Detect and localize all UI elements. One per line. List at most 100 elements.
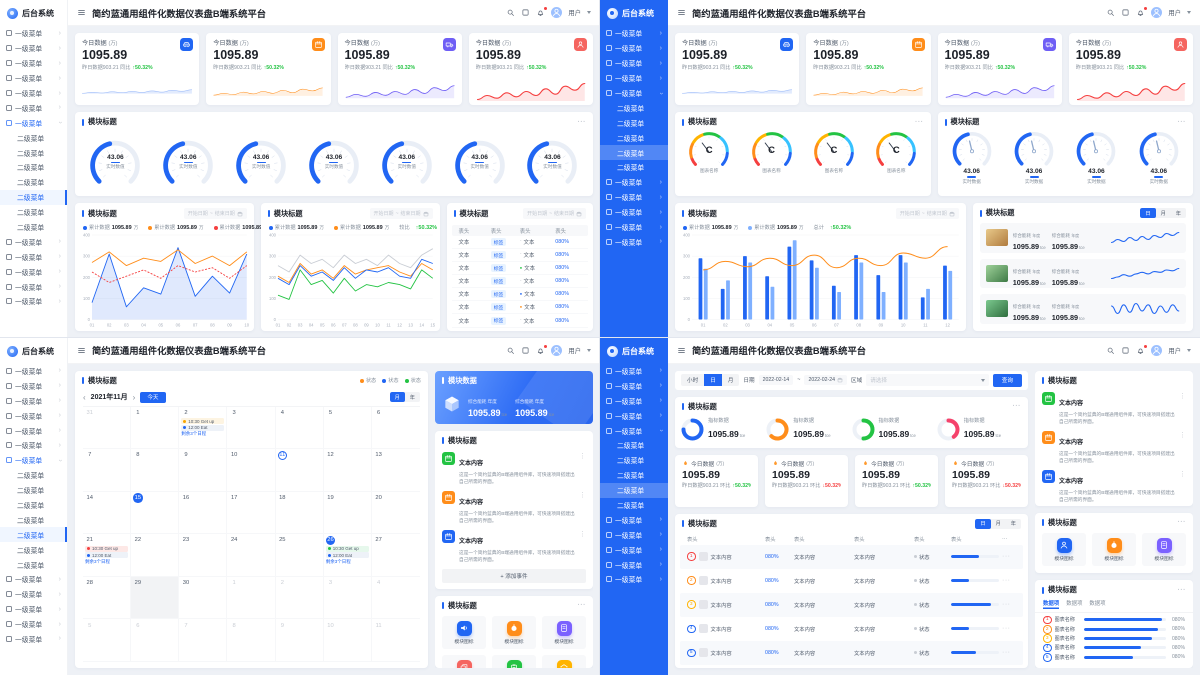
- sidebar-item[interactable]: 一级菜单: [600, 190, 668, 205]
- tab[interactable]: 日: [975, 518, 991, 529]
- energy-row[interactable]: 综合能耗 年度 1095.89tce 综合能耗 年度 1095.89tce: [979, 294, 1186, 324]
- calendar-day-cell[interactable]: 4: [371, 577, 420, 620]
- fullscreen-icon[interactable]: [521, 346, 530, 355]
- sidebar-item[interactable]: 一级菜单: [600, 527, 668, 542]
- date-range-input[interactable]: 开始日期 ~ 结束日期: [523, 208, 587, 219]
- sidebar-item[interactable]: 一级菜单: [0, 617, 67, 632]
- sidebar-item[interactable]: 二级菜单: [600, 482, 668, 498]
- menu-toggle-icon[interactable]: [77, 346, 86, 355]
- sidebar-item[interactable]: 一级菜单: [600, 378, 668, 393]
- sidebar-item[interactable]: 一级菜单: [600, 364, 668, 379]
- prev-month-button[interactable]: ‹: [83, 392, 86, 402]
- calendar-day-cell[interactable]: 16: [179, 491, 228, 535]
- user-avatar[interactable]: [551, 344, 563, 356]
- more-events-link[interactable]: 剩余3个日程: [325, 558, 351, 564]
- more-icon[interactable]: ···: [577, 602, 586, 610]
- end-date-input[interactable]: 2022-02-24: [804, 375, 847, 385]
- module-icon-tile[interactable]: 模块图标: [492, 615, 536, 650]
- sidebar-item[interactable]: 二级菜单: [17, 135, 45, 143]
- sidebar-item[interactable]: 一级菜单: [0, 364, 67, 379]
- more-icon[interactable]: ···: [1012, 403, 1021, 410]
- search-icon[interactable]: [506, 346, 515, 355]
- calendar-event[interactable]: 12:00 Eat: [325, 552, 369, 559]
- sidebar-item[interactable]: 二级菜单: [17, 473, 45, 481]
- sidebar-item[interactable]: 二级菜单: [0, 527, 67, 543]
- fullscreen-icon[interactable]: [521, 8, 530, 17]
- row-actions-icon[interactable]: ···: [1002, 649, 1011, 657]
- event-list-item[interactable]: 文本内容 这是一个简约蓝典的B端通用组件库，可快速项目搭建出自己所需的界面。 ⋮: [435, 449, 593, 488]
- sidebar-item[interactable]: 二级菜单: [617, 120, 645, 128]
- user-avatar[interactable]: [1151, 344, 1163, 356]
- next-month-button[interactable]: ›: [132, 392, 136, 402]
- event-list-item[interactable]: 文本内容 这是一个简约蓝典的B端通用组件库，可快速项目搭建出自己所需的界面。 ⋮: [435, 488, 593, 527]
- calendar-day-cell[interactable]: 25: [275, 534, 324, 577]
- sidebar-item[interactable]: 二级菜单: [17, 165, 45, 173]
- sidebar-item[interactable]: 一级菜单: [0, 572, 67, 587]
- sidebar-item[interactable]: 二级菜单: [17, 180, 45, 188]
- tab[interactable]: 日: [1140, 208, 1156, 218]
- row-actions-icon[interactable]: ···: [1002, 625, 1011, 633]
- calendar-day-cell[interactable]: 29: [131, 576, 180, 620]
- menu-toggle-icon[interactable]: [77, 8, 86, 17]
- user-avatar[interactable]: [551, 7, 563, 18]
- chevron-down-icon[interactable]: [587, 11, 591, 14]
- sidebar-item[interactable]: 一级菜单: [600, 26, 668, 41]
- sidebar-item[interactable]: 一级菜单: [0, 408, 67, 423]
- date-range-input[interactable]: 开始日期 ~ 结束日期: [895, 208, 959, 219]
- calendar-day-cell[interactable]: 15: [131, 491, 180, 535]
- calendar-day-cell[interactable]: 2: [275, 576, 324, 620]
- sidebar-item[interactable]: 二级菜单: [0, 189, 67, 205]
- module-icon-tile[interactable]: 模块图标: [442, 615, 486, 650]
- sidebar-item[interactable]: 二级菜单: [17, 488, 45, 496]
- chevron-down-icon[interactable]: [1187, 348, 1191, 352]
- sidebar-item[interactable]: 一级菜单: [600, 205, 668, 220]
- energy-row[interactable]: 综合能耗 年度 1095.89tce 综合能耗 年度 1095.89tce: [979, 258, 1186, 288]
- kebab-menu-icon[interactable]: ⋮: [1179, 392, 1186, 400]
- sidebar-item[interactable]: 二级菜单: [600, 145, 668, 161]
- sidebar-item[interactable]: 一级菜单: [600, 175, 668, 190]
- sidebar-item[interactable]: 二级菜单: [17, 502, 45, 510]
- module-icon-tile[interactable]: 模块图标: [1142, 532, 1186, 567]
- table-row[interactable]: 4 文本内容 080% 文本内容 文本内容 状态 ···: [680, 617, 1023, 641]
- sidebar-item[interactable]: 一级菜单: [0, 56, 67, 71]
- sidebar-item[interactable]: 一级菜单: [600, 234, 668, 249]
- sidebar-item[interactable]: 二级菜单: [17, 210, 45, 218]
- sidebar-item[interactable]: 一级菜单: [600, 56, 668, 71]
- kebab-menu-icon[interactable]: ⋮: [579, 491, 586, 499]
- sidebar-item[interactable]: 一级菜单: [0, 234, 67, 249]
- calendar-event[interactable]: 10:30 Get up: [85, 545, 129, 552]
- fullscreen-icon[interactable]: [1121, 8, 1130, 17]
- chevron-down-icon[interactable]: [1187, 11, 1191, 14]
- sidebar-item[interactable]: 二级菜单: [17, 562, 45, 570]
- tab[interactable]: 日: [704, 374, 722, 386]
- menu-toggle-icon[interactable]: [677, 8, 686, 17]
- row-actions-icon[interactable]: ···: [1002, 577, 1011, 585]
- row-actions-icon[interactable]: ···: [1002, 553, 1011, 561]
- table-row[interactable]: 1 文本内容 080% 文本内容 文本内容 状态 ···: [680, 544, 1023, 569]
- text-list-item[interactable]: 文本内容 这是一个简约蓝典的B端通用组件库，可快速项目搭建出自己所需的界面。 ⋮: [1035, 389, 1193, 428]
- sidebar-item[interactable]: 一级菜单: [0, 41, 67, 56]
- calendar-day-cell[interactable]: 9: [179, 449, 228, 492]
- fullscreen-icon[interactable]: [1121, 346, 1130, 355]
- calendar-day-cell[interactable]: 3: [323, 576, 372, 620]
- tab[interactable]: 年: [1010, 521, 1016, 527]
- notification-bell-icon[interactable]: [1136, 344, 1147, 355]
- sidebar-item[interactable]: 一级菜单: [0, 587, 67, 602]
- calendar-day-cell[interactable]: 5: [83, 619, 132, 662]
- tab[interactable]: 月: [1160, 210, 1166, 217]
- sidebar-item[interactable]: 一级菜单: [600, 572, 668, 587]
- text-list-item[interactable]: 文本内容 这是一个简约蓝典的B端通用组件库，可快速项目搭建出自己所需的界面。 ⋮: [1035, 428, 1193, 467]
- more-icon[interactable]: ···: [1177, 118, 1186, 126]
- sidebar-item[interactable]: 一级菜单: [600, 220, 668, 235]
- chevron-down-icon[interactable]: [587, 348, 591, 352]
- sidebar-item[interactable]: 一级菜单: [600, 41, 668, 56]
- notification-bell-icon[interactable]: [536, 7, 547, 17]
- calendar-day-cell[interactable]: 6: [371, 407, 420, 450]
- kebab-menu-icon[interactable]: ⋮: [1179, 470, 1186, 478]
- sidebar-item[interactable]: 一级菜单: [0, 71, 67, 86]
- sidebar-item[interactable]: 一级菜单: [0, 438, 67, 453]
- sidebar-item[interactable]: 一级菜单: [0, 632, 67, 647]
- calendar-day-cell[interactable]: 11: [275, 449, 324, 492]
- module-icon-tile[interactable]: 模块图标: [1042, 532, 1086, 567]
- sidebar-item[interactable]: 一级菜单: [600, 393, 668, 408]
